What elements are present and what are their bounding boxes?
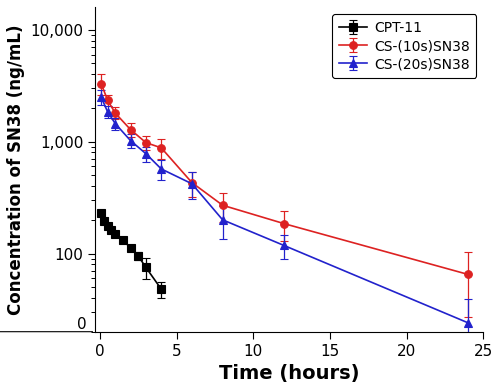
Legend: CPT-11, CS-(10s)SN38, CS-(20s)SN38: CPT-11, CS-(10s)SN38, CS-(20s)SN38 — [332, 14, 476, 78]
Text: 0: 0 — [78, 317, 87, 332]
X-axis label: Time (hours): Time (hours) — [219, 364, 360, 383]
Y-axis label: Concentration of SN38 (ng/mL): Concentration of SN38 (ng/mL) — [7, 24, 25, 315]
